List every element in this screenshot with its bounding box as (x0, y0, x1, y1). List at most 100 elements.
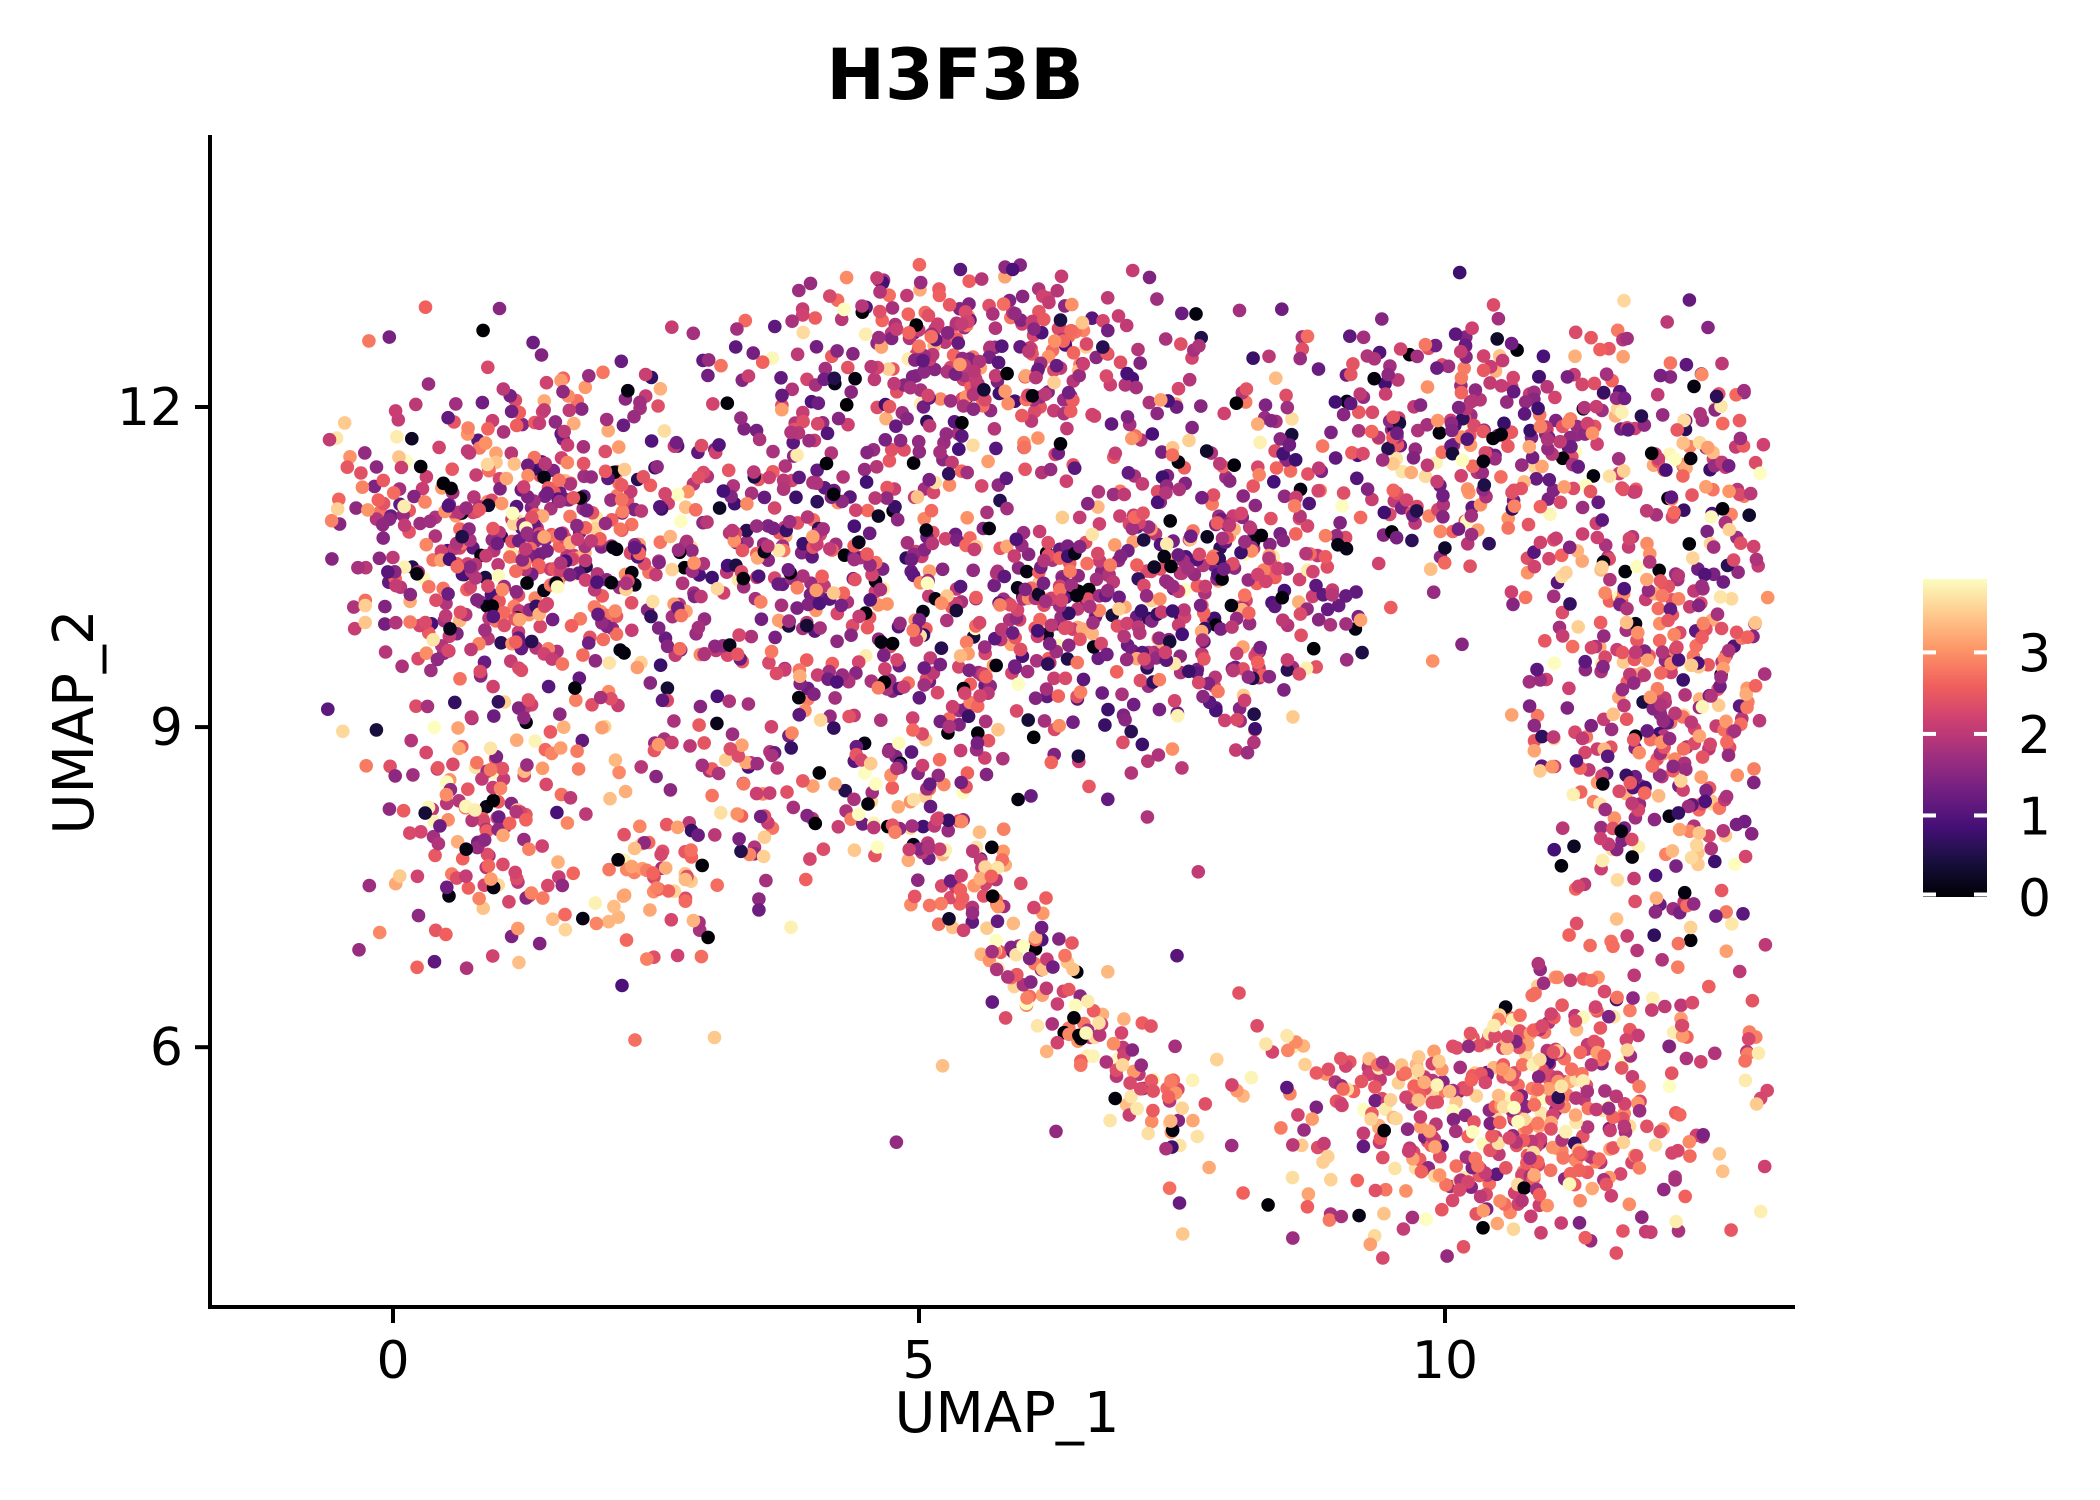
cell-point (903, 380, 918, 395)
cell-point (485, 949, 500, 963)
cell-point (1053, 583, 1067, 597)
cell-point (1584, 330, 1598, 345)
cell-point (1449, 1124, 1463, 1139)
cell-point (1488, 1029, 1502, 1043)
cell-point (1650, 387, 1665, 402)
cell-point (994, 622, 1009, 637)
cell-point (393, 869, 407, 883)
cell-point (1161, 1090, 1176, 1104)
cell-point (1133, 673, 1148, 688)
cell-point (1364, 1112, 1378, 1126)
cell-point (1322, 1213, 1337, 1227)
cell-point (1224, 1138, 1239, 1153)
cell-point (449, 397, 463, 411)
cell-point (737, 422, 751, 436)
cell-point (1732, 413, 1747, 428)
cell-point (608, 753, 623, 767)
cell-point (511, 921, 525, 936)
cell-point (1083, 599, 1097, 614)
cell-point (1659, 463, 1673, 477)
cell-point (1678, 688, 1692, 702)
cell-point (942, 719, 956, 734)
cell-point (1377, 1206, 1391, 1221)
cell-point (1419, 1212, 1433, 1226)
cell-point (493, 482, 507, 496)
cell-point (786, 800, 801, 815)
cell-point (1557, 480, 1571, 494)
cell-point (1664, 490, 1679, 505)
cell-point (830, 344, 844, 358)
cell-point (1449, 1159, 1464, 1173)
cell-point (981, 454, 995, 469)
cell-point (584, 470, 598, 484)
cell-point (614, 492, 629, 507)
cell-point (1543, 1163, 1558, 1178)
cell-point (1584, 1058, 1599, 1072)
cell-point (912, 445, 927, 459)
cell-point (710, 716, 724, 731)
cell-point (1598, 586, 1612, 600)
cell-point (907, 889, 922, 904)
cell-point (545, 612, 560, 627)
cell-point (1593, 342, 1607, 357)
cell-point (528, 734, 542, 748)
colorbar-tick-label: 3 (2018, 624, 2051, 684)
cell-point (491, 695, 506, 709)
cell-point (921, 308, 936, 323)
cell-point (624, 517, 639, 532)
cell-point (1640, 724, 1654, 738)
cell-point (1066, 715, 1080, 729)
cell-point (1038, 594, 1053, 609)
cell-point (602, 862, 616, 877)
cell-point (499, 471, 514, 486)
cell-point (1611, 452, 1626, 466)
cell-point (766, 444, 780, 459)
cell-point (1625, 850, 1639, 864)
cell-point (1715, 502, 1730, 516)
x-tick-label: 5 (902, 1331, 935, 1391)
cell-point (1280, 663, 1295, 677)
cell-point (1243, 521, 1258, 535)
cell-point (1684, 658, 1699, 673)
cell-point (1198, 579, 1213, 594)
cell-point (657, 424, 672, 438)
cell-point (596, 365, 610, 380)
cell-point (1757, 1159, 1772, 1174)
cell-point (710, 689, 725, 704)
cell-point (1264, 511, 1278, 526)
cell-point (828, 691, 842, 705)
cell-point (621, 383, 635, 398)
cell-point (827, 371, 842, 386)
cell-point (1463, 1026, 1478, 1041)
cell-point (790, 347, 805, 362)
cell-point (643, 903, 657, 917)
cell-point (1649, 891, 1664, 905)
cell-point (764, 644, 779, 659)
cell-point (1719, 944, 1734, 958)
cell-point (1147, 560, 1161, 574)
cell-point (800, 618, 814, 633)
cell-point (1150, 495, 1165, 510)
cell-point (410, 567, 424, 581)
cell-point (1014, 876, 1028, 891)
cell-point (774, 598, 789, 613)
cell-point (730, 322, 744, 336)
cell-point (459, 961, 474, 975)
cell-point (1294, 628, 1308, 643)
cell-point (966, 438, 980, 453)
cell-point (1562, 928, 1576, 942)
cell-point (448, 695, 462, 710)
cell-point (752, 903, 766, 917)
cell-point (1109, 665, 1124, 679)
cell-point (1589, 399, 1604, 414)
cell-point (1378, 387, 1393, 401)
cell-point (634, 760, 648, 774)
cell-point (581, 636, 596, 650)
cell-point (685, 543, 699, 558)
cell-point (1336, 486, 1351, 500)
cell-point (973, 871, 988, 886)
cell-point (802, 433, 816, 448)
cell-point (659, 817, 674, 832)
cell-point (1544, 1122, 1558, 1136)
cell-point (1625, 1070, 1640, 1084)
